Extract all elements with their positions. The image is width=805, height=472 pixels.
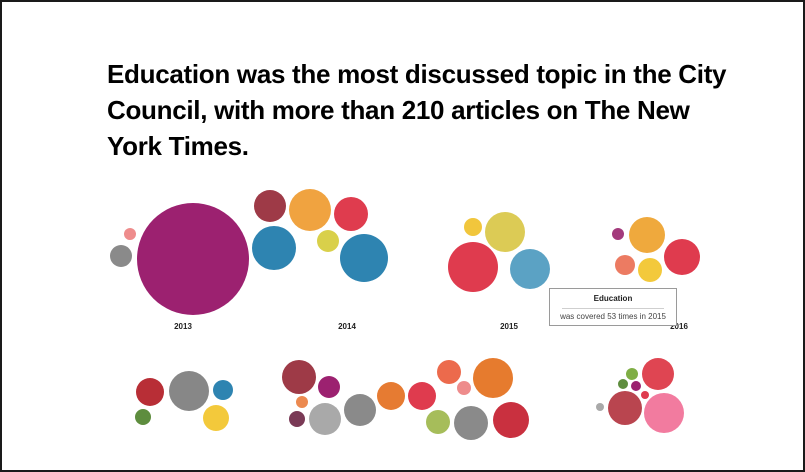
bubble-group-2015[interactable]: 2015 <box>448 212 550 331</box>
bubble[interactable] <box>282 360 316 394</box>
tooltip-title: Education <box>593 294 633 303</box>
bubble[interactable] <box>344 394 376 426</box>
year-label-2016: 2016 <box>670 322 688 331</box>
bubble[interactable] <box>510 249 550 289</box>
bubble[interactable] <box>289 411 305 427</box>
bubble[interactable] <box>213 380 233 400</box>
tooltip-body: was covered 53 times in 2015 <box>560 312 666 321</box>
bubble-group-6[interactable] <box>282 358 529 440</box>
bubble[interactable] <box>296 396 308 408</box>
bubble[interactable] <box>254 190 286 222</box>
bubble[interactable] <box>608 391 642 425</box>
bubble[interactable] <box>318 376 340 398</box>
bubble[interactable] <box>596 403 604 411</box>
bubble[interactable] <box>289 189 331 231</box>
bubble-group-5[interactable] <box>135 371 233 431</box>
bubble[interactable] <box>641 391 649 399</box>
bubble[interactable] <box>454 406 488 440</box>
year-label-2015: 2015 <box>500 322 518 331</box>
bubble-group-2014[interactable]: 2014 <box>252 189 388 331</box>
bubble[interactable] <box>618 379 628 389</box>
bubble[interactable] <box>408 382 436 410</box>
bubble[interactable] <box>110 245 132 267</box>
bubble[interactable] <box>309 403 341 435</box>
tooltip: Education was covered 53 times in 2015 <box>549 288 677 326</box>
bubble[interactable] <box>124 228 136 240</box>
bubble[interactable] <box>615 255 635 275</box>
bubble[interactable] <box>464 218 482 236</box>
bubble[interactable] <box>203 405 229 431</box>
bubble[interactable] <box>136 378 164 406</box>
bubble[interactable] <box>644 393 684 433</box>
bubble[interactable] <box>638 258 662 282</box>
bubble[interactable] <box>135 409 151 425</box>
bubble[interactable] <box>473 358 513 398</box>
bubble-group-7[interactable] <box>596 358 684 433</box>
bubble[interactable] <box>426 410 450 434</box>
bubble[interactable] <box>612 228 624 240</box>
chart-title: Education was the most discussed topic i… <box>107 59 727 161</box>
bubble[interactable] <box>137 203 249 315</box>
bubble[interactable] <box>377 382 405 410</box>
bubble[interactable] <box>448 242 498 292</box>
tooltip-divider <box>562 308 664 309</box>
bubble[interactable] <box>340 234 388 282</box>
bubble[interactable] <box>169 371 209 411</box>
year-label-2013: 2013 <box>174 322 192 331</box>
bubble[interactable] <box>493 402 529 438</box>
bubble-group-2016[interactable]: 2016 <box>612 217 700 331</box>
bubble[interactable] <box>664 239 700 275</box>
bubble[interactable] <box>626 368 638 380</box>
bubble[interactable] <box>437 360 461 384</box>
bubble[interactable] <box>629 217 665 253</box>
bubble-group-2013[interactable]: 2013 <box>110 203 249 331</box>
bubble[interactable] <box>457 381 471 395</box>
bubble[interactable] <box>485 212 525 252</box>
bubble[interactable] <box>642 358 674 390</box>
bubble[interactable] <box>317 230 339 252</box>
bubble[interactable] <box>334 197 368 231</box>
year-label-2014: 2014 <box>338 322 356 331</box>
bubble[interactable] <box>252 226 296 270</box>
bubble[interactable] <box>631 381 641 391</box>
